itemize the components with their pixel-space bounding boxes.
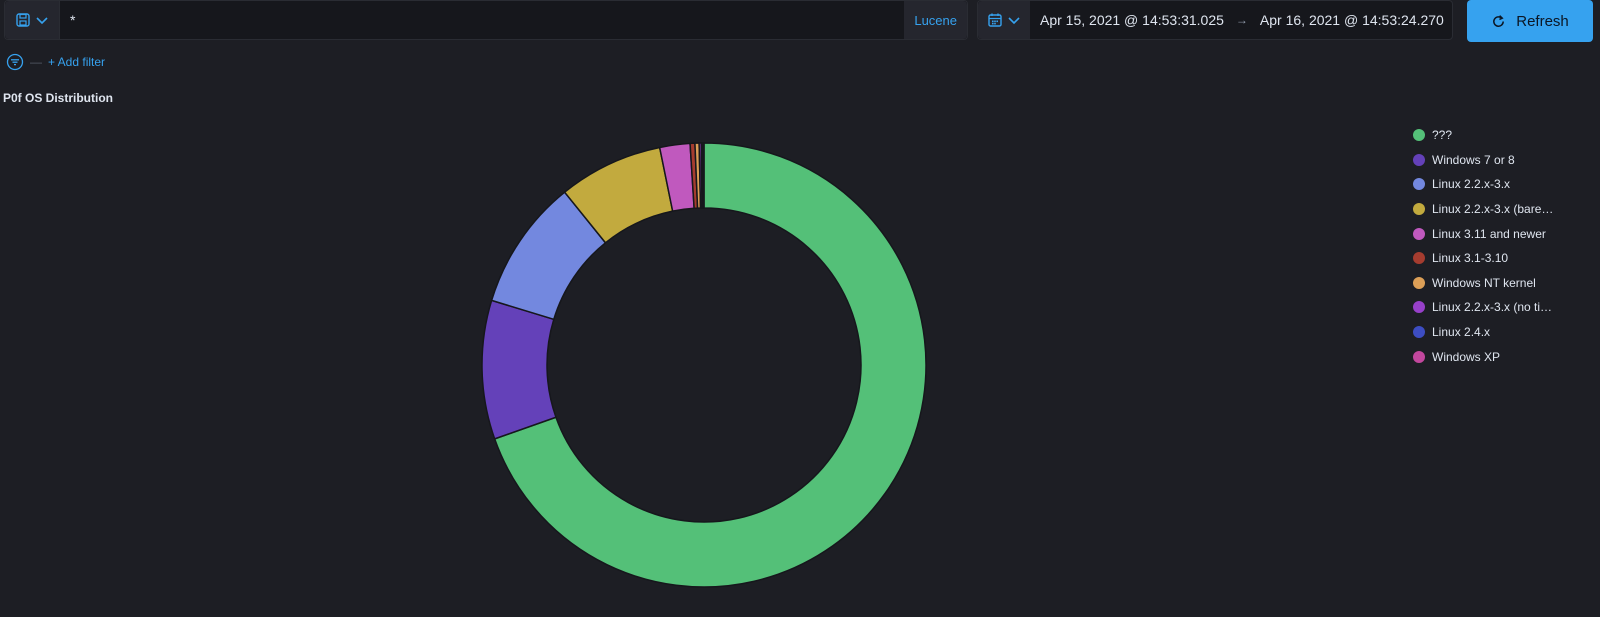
legend-item-6[interactable]: Windows NT kernel [1413, 271, 1593, 296]
legend-color-dot [1413, 301, 1425, 314]
quick-date-menu-button[interactable] [978, 1, 1030, 39]
legend-label: Windows 7 or 8 [1432, 152, 1515, 167]
filter-menu-button[interactable] [6, 53, 24, 71]
panel-title: P0f OS Distribution [3, 91, 114, 105]
filter-separator: — [30, 55, 42, 69]
legend-label: ??? [1432, 128, 1453, 143]
legend-item-7[interactable]: Linux 2.2.x-3.x (no ti… [1413, 295, 1593, 320]
legend-color-dot [1413, 153, 1425, 166]
legend-label: Windows NT kernel [1432, 275, 1536, 290]
add-filter-button[interactable]: + Add filter [48, 55, 106, 69]
legend-label: Linux 3.1-3.10 [1432, 251, 1509, 266]
pie-slice-1[interactable] [481, 299, 557, 440]
legend-color-dot [1413, 276, 1425, 289]
filter-bar: — + Add filter [6, 52, 105, 72]
calendar-icon [988, 13, 1002, 27]
chevron-down-icon [36, 17, 48, 25]
date-range-arrow: → [1235, 13, 1248, 27]
save-icon [16, 13, 30, 27]
legend-item-0[interactable]: ??? [1413, 123, 1593, 148]
saved-query-button[interactable] [5, 1, 60, 39]
legend-label: Linux 2.2.x-3.x (no ti… [1432, 300, 1553, 315]
legend-color-dot [1413, 178, 1425, 191]
pie-slice-9[interactable] [701, 142, 705, 209]
donut-chart [481, 142, 927, 588]
legend-color-dot [1413, 350, 1425, 363]
legend-item-4[interactable]: Linux 3.11 and newer [1413, 221, 1593, 246]
legend-label: Linux 3.11 and newer [1432, 226, 1546, 241]
chevron-down-icon [1008, 17, 1020, 25]
refresh-label: Refresh [1516, 12, 1569, 30]
search-input[interactable] [60, 1, 905, 39]
legend-label: Linux 2.4.x [1432, 325, 1491, 340]
query-language-button[interactable]: Lucene [904, 1, 967, 39]
legend-color-dot [1413, 227, 1425, 240]
legend-color-dot [1413, 129, 1425, 142]
legend-label: Windows XP [1432, 349, 1501, 364]
query-bar: Lucene [4, 0, 968, 40]
start-date[interactable]: Apr 15, 2021 @ 14:53:31.025 [1040, 12, 1224, 28]
legend-label: Linux 2.2.x-3.x [1432, 177, 1511, 192]
date-picker: Apr 15, 2021 @ 14:53:31.025 → Apr 16, 20… [977, 0, 1453, 40]
legend-item-5[interactable]: Linux 3.1-3.10 [1413, 246, 1593, 271]
legend-item-9[interactable]: Windows XP [1413, 344, 1593, 369]
legend-color-dot [1413, 203, 1425, 216]
legend-item-8[interactable]: Linux 2.4.x [1413, 320, 1593, 345]
chart-legend: ??? Windows 7 or 8 Linux 2.2.x-3.x Linux 2.… [1413, 123, 1593, 369]
legend-item-3[interactable]: Linux 2.2.x-3.x (bare… [1413, 197, 1593, 222]
refresh-icon [1493, 14, 1505, 27]
end-date[interactable]: Apr 16, 2021 @ 14:53:24.270 [1259, 12, 1444, 28]
pie-slice-0[interactable] [493, 142, 927, 588]
legend-label: Linux 2.2.x-3.x (bare… [1432, 202, 1554, 217]
refresh-button[interactable]: Refresh [1467, 0, 1593, 42]
legend-item-1[interactable]: Windows 7 or 8 [1413, 148, 1593, 173]
filter-icon [6, 53, 24, 71]
legend-color-dot [1413, 252, 1425, 265]
legend-item-2[interactable]: Linux 2.2.x-3.x [1413, 172, 1593, 197]
legend-color-dot [1413, 326, 1425, 339]
